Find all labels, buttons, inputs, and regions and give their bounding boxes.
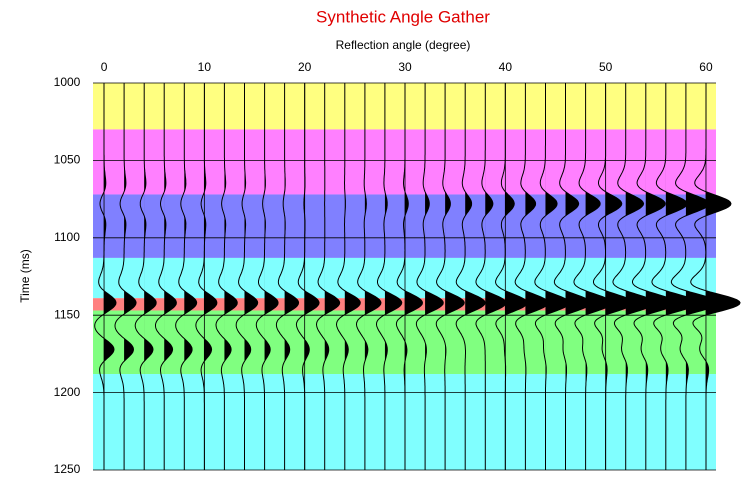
trace (295, 83, 320, 470)
trace (690, 83, 741, 470)
trace (255, 83, 279, 470)
trace (435, 83, 465, 470)
trace (114, 83, 137, 470)
trace (514, 83, 549, 470)
y-tick-label: 1150 (54, 307, 80, 321)
trace (134, 83, 157, 470)
y-axis-label: Time (ms) (18, 249, 32, 303)
trace (215, 83, 238, 470)
y-tick-label: 1200 (54, 385, 81, 399)
chart-title: Synthetic Angle Gather (316, 7, 490, 26)
trace (355, 83, 382, 470)
trace (94, 83, 117, 470)
y-tick-label: 1000 (54, 75, 81, 89)
trace (475, 83, 507, 470)
trace (573, 83, 613, 470)
traces (94, 83, 741, 470)
layer (93, 257, 716, 299)
trace (651, 83, 698, 470)
trace (175, 83, 198, 470)
y-tick-label: 1250 (54, 462, 81, 476)
trace (612, 83, 655, 470)
trace (534, 83, 570, 470)
x-tick-label: 60 (699, 60, 713, 74)
trace (315, 83, 341, 470)
trace (415, 83, 444, 470)
trace (670, 83, 720, 470)
x-tick-label: 20 (298, 60, 312, 74)
trace (155, 83, 177, 470)
trace (553, 83, 592, 470)
trace (275, 83, 300, 470)
trace (195, 83, 218, 470)
tick-labels: 1000 1050 1100 1150 1200 1250 0 10 20 30 40 50 60 (54, 60, 713, 476)
y-tick-label: 1050 (54, 153, 81, 167)
x-tick-label: 40 (499, 60, 513, 74)
trace (495, 83, 528, 470)
x-tick-label: 30 (398, 60, 412, 74)
y-tick-label: 1100 (54, 230, 80, 244)
trace (395, 83, 424, 470)
trace (335, 83, 361, 470)
trace (455, 83, 486, 470)
x-axis-label: Reflection angle (degree) (336, 38, 471, 52)
x-tick-label: 50 (599, 60, 613, 74)
x-tick-label: 0 (101, 60, 108, 74)
trace (235, 83, 259, 470)
trace (375, 83, 403, 470)
trace (632, 83, 677, 470)
trace (593, 83, 634, 470)
x-tick-label: 10 (198, 60, 212, 74)
